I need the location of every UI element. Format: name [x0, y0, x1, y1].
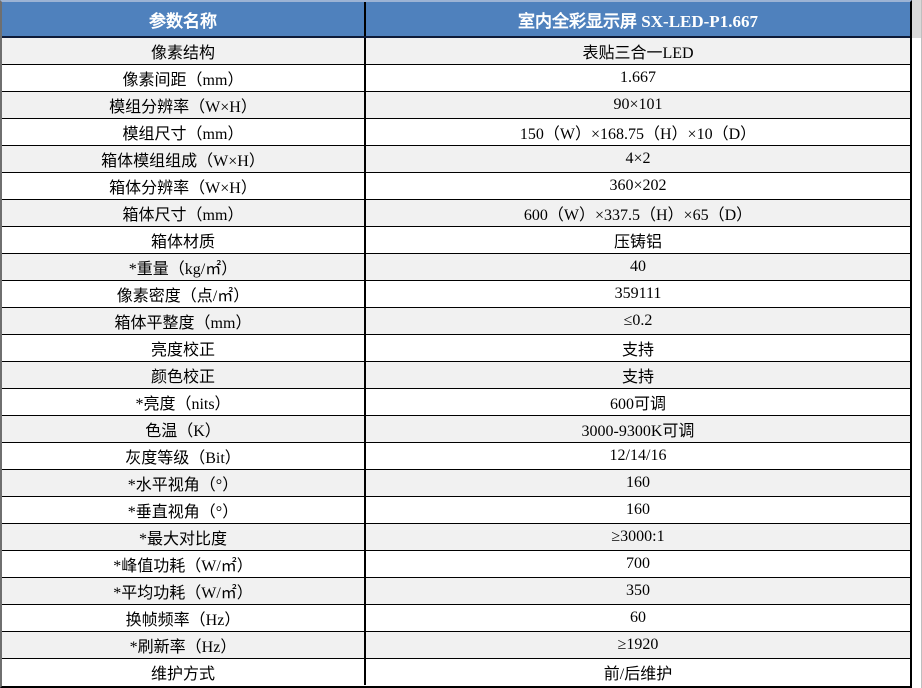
table-row: 维护方式 前/后维护: [2, 659, 910, 685]
param-name-cell: *最大对比度: [2, 524, 366, 550]
param-name-cell: 像素间距（mm）: [2, 65, 366, 91]
param-value-cell: 压铸铝: [613, 234, 662, 251]
table-row: 亮度校正 支持: [2, 335, 910, 362]
param-value-cell: 90×101: [613, 96, 663, 113]
param-value-cell: 150（W）×168.75（H）×10（D）: [519, 126, 757, 143]
param-value-cell: 60: [630, 609, 646, 626]
param-name-cell: *峰值功耗（W/㎡）: [2, 551, 366, 577]
table-row: *最大对比度 ≥3000:1: [2, 524, 910, 551]
param-value-cell: 700: [626, 555, 650, 572]
table-row: 像素结构 表贴三合一LED: [2, 38, 910, 65]
param-name-cell: 像素密度（点/㎡）: [2, 281, 366, 307]
param-name-cell: *垂直视角（°）: [2, 497, 366, 523]
param-name-cell: 颜色校正: [2, 362, 366, 388]
param-name-cell: 箱体平整度（mm）: [2, 308, 366, 334]
table-row: 模组尺寸（mm） 150（W）×168.75（H）×10（D）: [2, 119, 910, 146]
param-value-cell: 1.667: [620, 69, 656, 86]
param-name-cell: 色温（K）: [2, 416, 366, 442]
table-row: 像素密度（点/㎡） 359111: [2, 281, 910, 308]
table-row: 颜色校正 支持: [2, 362, 910, 389]
param-name-cell: 箱体尺寸（mm）: [2, 200, 366, 226]
table-row: *平均功耗（W/㎡） 350: [2, 578, 910, 605]
param-name-cell: *刷新率（Hz）: [2, 632, 366, 658]
param-name-cell: 维护方式: [2, 659, 366, 685]
param-value-cell: 40: [630, 258, 646, 275]
param-value-cell: 12/14/16: [609, 447, 667, 464]
table-header-row: 参数名称 室内全彩显示屏 SX-LED-P1.667: [2, 2, 910, 38]
param-name-cell: 模组尺寸（mm）: [2, 119, 366, 145]
param-name-cell: 灰度等级（Bit）: [2, 443, 366, 469]
param-value-cell: 600可调: [609, 396, 666, 413]
table-row: 箱体模组组成（W×H） 4×2: [2, 146, 910, 173]
table-row: *刷新率（Hz） ≥1920: [2, 632, 910, 659]
param-name-cell: 模组分辨率（W×H）: [2, 92, 366, 118]
param-value-cell: 160: [626, 501, 650, 518]
table-row: 箱体平整度（mm） ≤0.2: [2, 308, 910, 335]
table-row: *水平视角（°） 160: [2, 470, 910, 497]
param-value-cell: 360×202: [609, 177, 667, 194]
param-name-cell: *平均功耗（W/㎡）: [2, 578, 366, 604]
param-name-cell: 箱体分辨率（W×H）: [2, 173, 366, 199]
param-value-cell: 支持: [621, 369, 654, 386]
param-value-cell: 表贴三合一LED: [582, 45, 694, 62]
param-name-cell: 像素结构: [2, 38, 366, 64]
param-name-cell: 亮度校正: [2, 335, 366, 361]
param-value-cell: ≥3000:1: [611, 528, 665, 545]
header-param-name: 参数名称: [2, 2, 366, 36]
table-row: 箱体尺寸（mm） 600（W）×337.5（H）×65（D）: [2, 200, 910, 227]
table-row: 色温（K） 3000-9300K可调: [2, 416, 910, 443]
param-name-cell: 箱体材质: [2, 227, 366, 253]
param-value-cell: 前/后维护: [603, 666, 673, 683]
table-row: 箱体材质 压铸铝: [2, 227, 910, 254]
outside-gutter-corner: [912, 0, 922, 38]
param-value-cell: 600（W）×337.5（H）×65（D）: [523, 207, 753, 224]
table-row: 模组分辨率（W×H） 90×101: [2, 92, 910, 119]
param-value-cell: 350: [626, 582, 650, 599]
param-name-cell: *重量（kg/㎡）: [2, 254, 366, 280]
param-value-cell: 3000-9300K可调: [581, 423, 695, 440]
param-value-cell: ≥1920: [617, 636, 659, 653]
param-value-cell: ≤0.2: [623, 312, 653, 329]
header-product-name: 室内全彩显示屏 SX-LED-P1.667: [518, 11, 758, 31]
table-row: *峰值功耗（W/㎡） 700: [2, 551, 910, 578]
table-row: 灰度等级（Bit） 12/14/16: [2, 443, 910, 470]
table-row: 换帧频率（Hz） 60: [2, 605, 910, 632]
param-name-cell: 箱体模组组成（W×H）: [2, 146, 366, 172]
param-value-cell: 160: [626, 474, 650, 491]
table-row: 箱体分辨率（W×H） 360×202: [2, 173, 910, 200]
table-body: 像素结构 表贴三合一LED 像素间距（mm） 1.667 模组分辨率（W×H） …: [2, 38, 910, 685]
param-name-cell: *亮度（nits）: [2, 389, 366, 415]
param-value-cell: 4×2: [625, 150, 651, 167]
table-row: *重量（kg/㎡） 40: [2, 254, 910, 281]
table-row: *亮度（nits） 600可调: [2, 389, 910, 416]
table-row: *垂直视角（°） 160: [2, 497, 910, 524]
param-name-cell: 换帧频率（Hz）: [2, 605, 366, 631]
param-value-cell: 支持: [621, 342, 654, 359]
param-name-cell: *水平视角（°）: [2, 470, 366, 496]
param-value-cell: 359111: [614, 285, 662, 302]
table-row: 像素间距（mm） 1.667: [2, 65, 910, 92]
